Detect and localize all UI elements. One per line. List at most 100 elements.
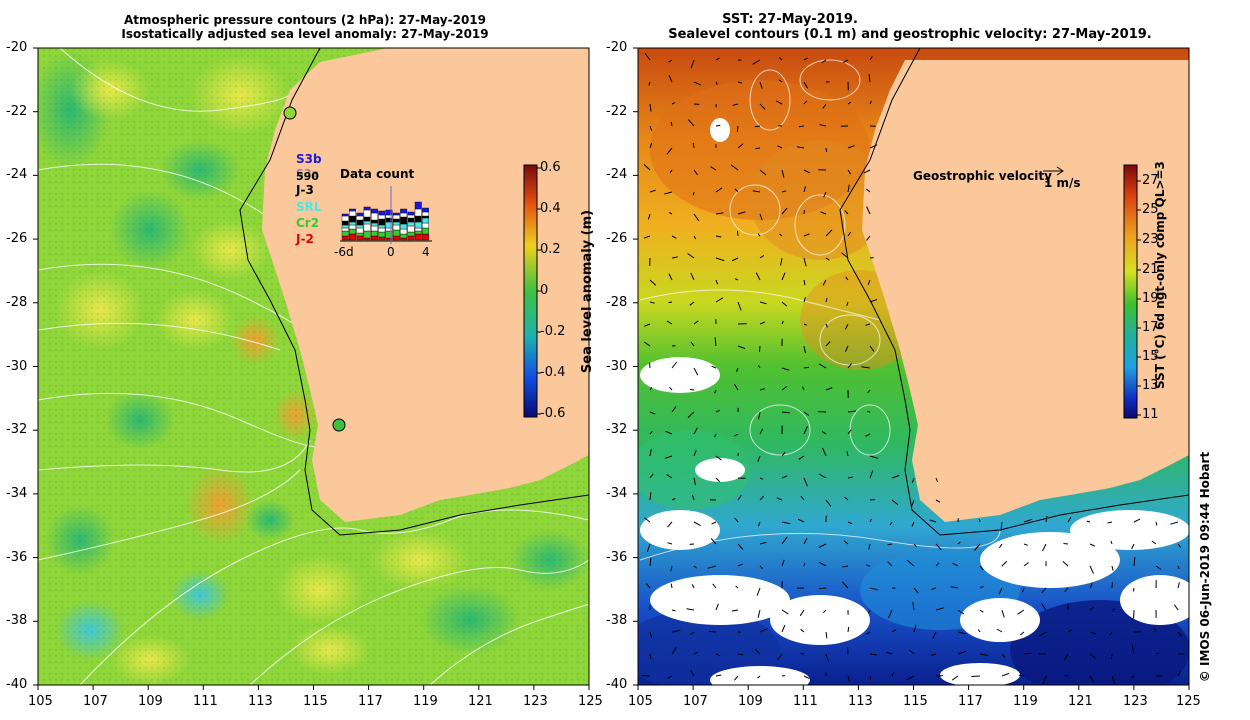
- velocity-arrow: [737, 230, 739, 237]
- velocity-arrow: [820, 211, 827, 215]
- velocity-arrow: [861, 366, 871, 369]
- velocity-arrow: [863, 169, 871, 174]
- sst-tick-label: 17: [1142, 320, 1159, 335]
- lon-label: 119: [413, 694, 438, 709]
- data-count-bar-segment: [341, 230, 349, 237]
- velocity-arrow: [731, 257, 739, 262]
- velocity-arrow: [1111, 565, 1114, 571]
- velocity-arrow: [693, 651, 698, 655]
- data-count-bar-segment: [407, 225, 415, 233]
- velocity-arrow: [979, 565, 984, 571]
- lon-label: 113: [248, 694, 273, 709]
- velocity-arrow: [781, 609, 789, 615]
- velocity-arrow: [775, 100, 783, 105]
- velocity-arrow: [781, 451, 786, 457]
- velocity-arrow: [693, 235, 697, 240]
- velocity-arrow: [847, 429, 852, 435]
- velocity-arrow: [847, 521, 853, 525]
- velocity-arrow: [869, 518, 872, 523]
- velocity-arrow: [759, 213, 763, 221]
- velocity-arrow: [891, 629, 897, 633]
- velocity-arrow: [796, 146, 805, 149]
- velocity-arrow: [649, 279, 657, 286]
- velocity-arrow: [803, 279, 806, 286]
- velocity-arrow: [803, 366, 810, 369]
- velocity-arrow: [798, 455, 805, 460]
- velocity-arrow: [887, 609, 893, 619]
- velocity-arrow: [644, 341, 651, 347]
- satellite-label: J-3: [296, 183, 314, 197]
- velocity-arrow: [974, 543, 981, 551]
- data-count-bar-segment: [378, 210, 386, 216]
- velocity-arrow: [671, 609, 676, 612]
- velocity-arrow: [1089, 606, 1094, 611]
- velocity-arrow: [667, 675, 673, 679]
- velocity-arrow: [1001, 672, 1010, 677]
- velocity-arrow: [757, 455, 761, 462]
- velocity-arrow: [671, 235, 677, 239]
- imos-credit: © IMOS 06-Jun-2019 09:44 Hobart: [1198, 451, 1212, 683]
- data-count-bar-segment: [400, 212, 408, 218]
- velocity-arrow: [781, 169, 785, 178]
- velocity-arrow: [998, 543, 1003, 549]
- continental-shelf-line-right: [839, 48, 1189, 536]
- velocity-arrow: [693, 427, 698, 435]
- velocity-arrow: [1133, 518, 1141, 523]
- velocity-arrow: [847, 626, 850, 633]
- data-count-bar-segment: [407, 235, 415, 241]
- data-count-bar-segment: [414, 201, 422, 210]
- data-count-bar-segment: [422, 217, 429, 224]
- sst-tick-label: 23: [1142, 232, 1159, 247]
- sla-colorbar-label: Sea level anomaly (m): [580, 209, 596, 374]
- velocity-arrow: [776, 653, 783, 661]
- velocity-arrow: [1001, 560, 1008, 567]
- velocity-arrow: [935, 607, 944, 611]
- data-count-bar-segment: [392, 235, 400, 241]
- velocity-arrow: [803, 169, 811, 174]
- velocity-arrow: [1018, 674, 1025, 677]
- velocity-arrow: [847, 145, 855, 149]
- velocity-arrow: [690, 670, 695, 677]
- sst-colorbar-label: SST (°C) 6d ngt-only comp QL>=3: [1153, 161, 1167, 389]
- velocity-arrow: [887, 543, 893, 546]
- velocity-arrow: [667, 521, 673, 528]
- sla-tick-label: 0.6: [540, 160, 561, 175]
- velocity-arrow: [711, 365, 717, 369]
- velocity-arrow: [847, 675, 851, 682]
- lat-label: -38: [6, 613, 28, 628]
- velocity-arrow: [822, 279, 827, 286]
- data-count-bar-segment: [392, 224, 400, 231]
- tide-gauge-marker-north: [283, 106, 297, 120]
- velocity-arrow: [671, 256, 678, 259]
- data-count-bar-segment: [407, 217, 415, 223]
- lat-label: -22: [6, 104, 28, 119]
- velocity-arrow: [866, 188, 871, 193]
- velocity-arrow: [693, 81, 702, 86]
- velocity-arrow: [1001, 609, 1005, 618]
- velocity-arrow: [891, 672, 895, 677]
- velocity-arrow: [929, 519, 937, 523]
- velocity-arrow: [691, 584, 695, 589]
- velocity-arrow: [1151, 540, 1157, 545]
- velocity-arrow: [802, 386, 805, 391]
- velocity-arrow: [666, 320, 673, 325]
- lon-label: 113: [848, 694, 873, 709]
- data-count-axis-label: 0: [387, 245, 395, 259]
- velocity-arrow: [1177, 582, 1180, 589]
- velocity-arrow: [710, 538, 717, 545]
- lat-label: -36: [6, 550, 28, 565]
- velocity-arrow: [935, 562, 940, 567]
- velocity-arrow: [1089, 565, 1094, 574]
- lon-label: 107: [683, 694, 708, 709]
- velocity-arrow: [803, 562, 806, 567]
- velocity-arrow: [1107, 521, 1113, 524]
- data-count-bar-segment: [414, 233, 422, 241]
- velocity-arrow: [665, 430, 673, 435]
- satellite-label: Cr2: [296, 216, 320, 230]
- velocity-arrow: [1041, 543, 1047, 552]
- velocity-arrow: [664, 191, 673, 195]
- lat-label: -34: [6, 486, 28, 501]
- lat-label: -26: [606, 231, 628, 246]
- velocity-arrow: [737, 301, 742, 311]
- velocity-arrow: [1089, 653, 1096, 659]
